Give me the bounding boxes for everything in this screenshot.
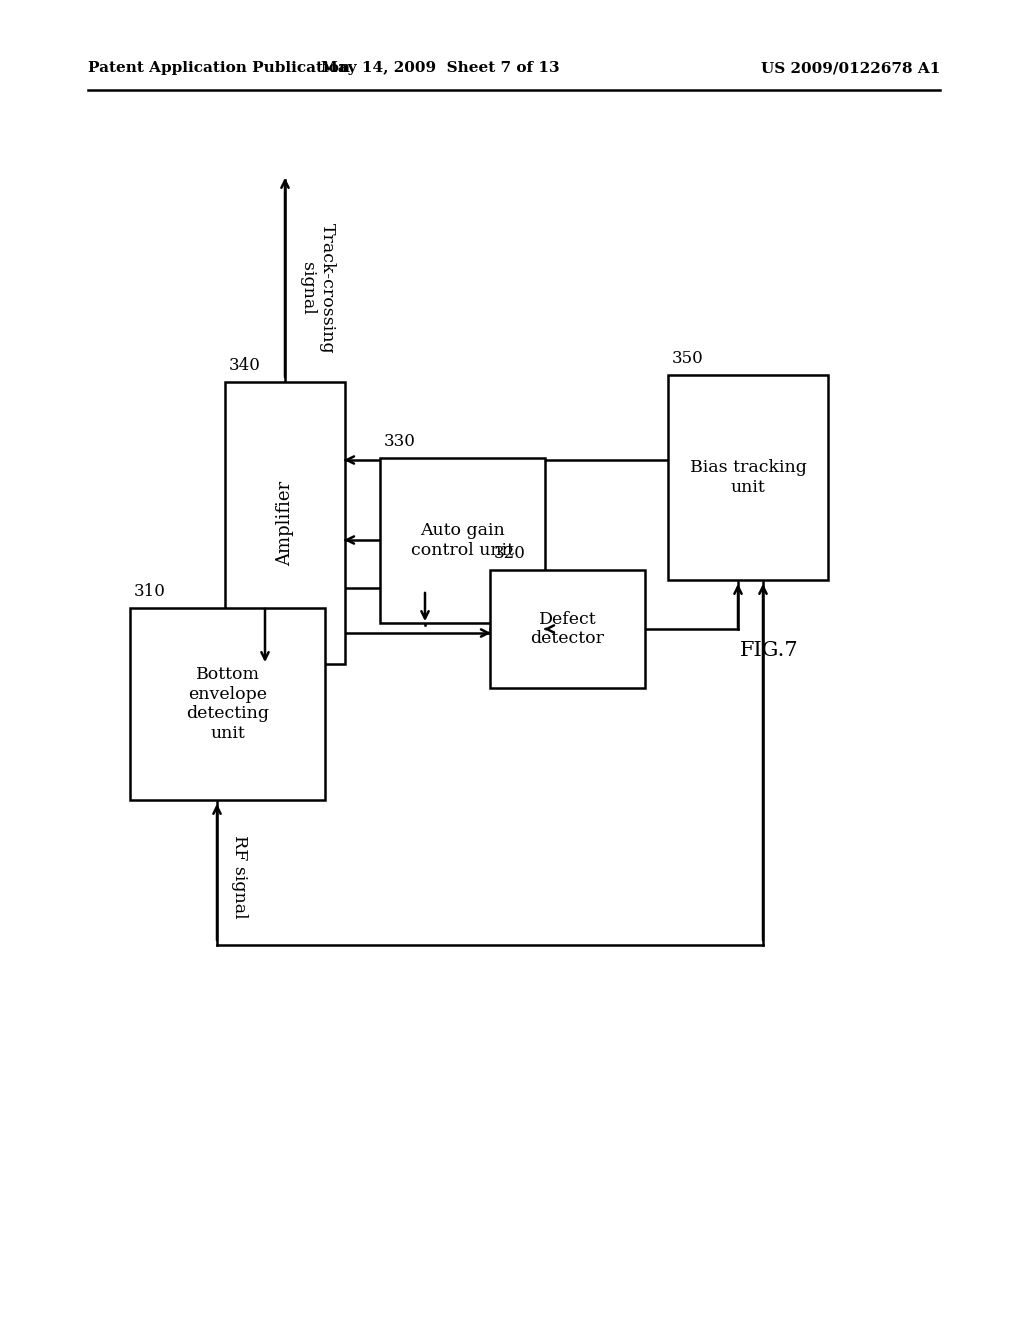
Text: 320: 320 (494, 545, 526, 562)
Bar (225, 381, 345, 664)
Bar (380, 458, 545, 623)
Text: FIG.7: FIG.7 (740, 640, 799, 660)
Text: Amplifier: Amplifier (276, 480, 294, 565)
Text: RF signal: RF signal (231, 836, 248, 919)
Text: May 14, 2009  Sheet 7 of 13: May 14, 2009 Sheet 7 of 13 (321, 61, 559, 75)
Text: Bottom
envelope
detecting
unit: Bottom envelope detecting unit (186, 667, 269, 742)
Text: Patent Application Publication: Patent Application Publication (88, 61, 350, 75)
Bar (130, 609, 325, 800)
Text: Defect
detector: Defect detector (530, 611, 604, 647)
Bar (668, 375, 828, 579)
Text: 350: 350 (672, 350, 703, 367)
Text: 340: 340 (229, 356, 261, 374)
Text: US 2009/0122678 A1: US 2009/0122678 A1 (761, 61, 940, 75)
Text: Track-crossing
signal: Track-crossing signal (299, 223, 336, 354)
Text: Bias tracking
unit: Bias tracking unit (689, 459, 807, 496)
Text: Auto gain
control unit: Auto gain control unit (411, 523, 514, 558)
Text: 310: 310 (134, 583, 166, 601)
Text: 330: 330 (384, 433, 416, 450)
Bar (490, 570, 645, 688)
